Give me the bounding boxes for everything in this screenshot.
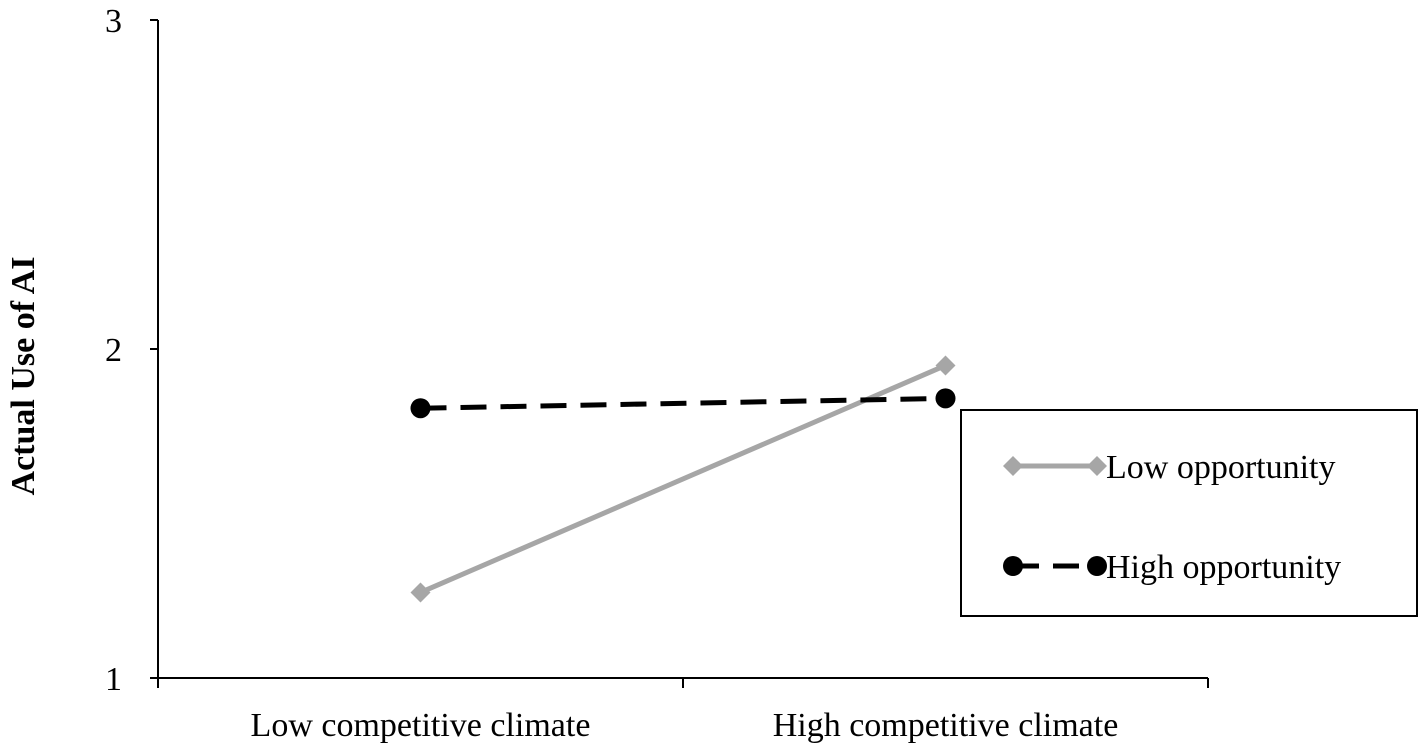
x-category-label: Low competitive climate xyxy=(251,707,591,744)
legend-label: High opportunity xyxy=(1106,549,1341,586)
series-point xyxy=(935,355,956,376)
legend-marker xyxy=(1087,456,1107,476)
legend-marker xyxy=(1003,456,1023,476)
legend-entry: High opportunity xyxy=(1003,549,1341,586)
y-tick-label: 3 xyxy=(105,3,122,40)
series-1 xyxy=(410,388,956,419)
x-category-label: High competitive climate xyxy=(773,707,1119,744)
series-layer xyxy=(410,355,956,603)
series-point xyxy=(410,398,431,419)
chart-axes: 1 2 3 Low competitive climate High competiti… xyxy=(105,3,1209,744)
series-line xyxy=(419,363,947,595)
legend: Low opportunity High opportunity xyxy=(960,409,1418,617)
series-point xyxy=(935,388,956,409)
y-axis-title: Actual Use of AI xyxy=(5,257,42,496)
y-tick-label: 1 xyxy=(105,661,122,698)
legend-label: Low opportunity xyxy=(1106,449,1335,486)
legend-marker xyxy=(1087,556,1107,576)
y-tick-label: 2 xyxy=(105,332,122,369)
series-line xyxy=(420,395,946,411)
series-0 xyxy=(410,355,956,603)
legend-marker xyxy=(1003,556,1023,576)
legend-entry: Low opportunity xyxy=(1003,449,1335,486)
legend-box xyxy=(960,409,1418,617)
series-point xyxy=(410,582,431,603)
